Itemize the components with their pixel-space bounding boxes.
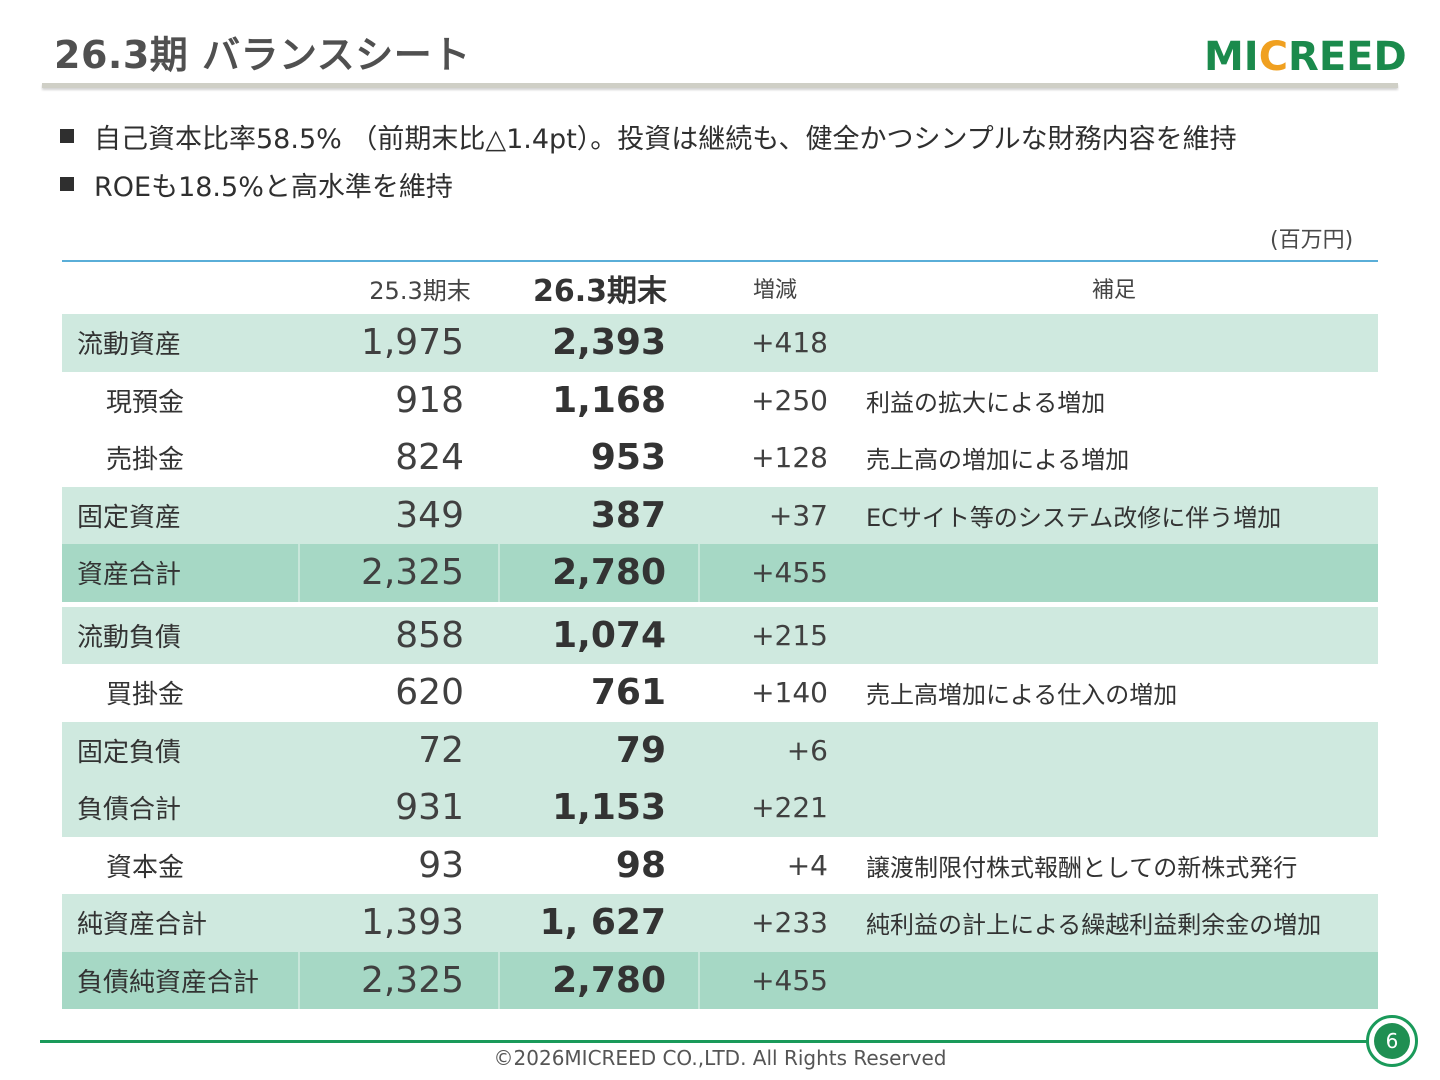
change-value: +455 xyxy=(700,544,850,607)
header-prev-period: 25.3期末 xyxy=(369,276,471,305)
page-number-badge: 6 xyxy=(1366,1015,1418,1067)
footer-divider xyxy=(40,1040,1376,1043)
row-label: 固定負債 xyxy=(62,721,300,779)
change-value: +455 xyxy=(700,951,850,1009)
copyright-text: ©2026MICREED CO.,LTD. All Rights Reserve… xyxy=(493,1046,947,1070)
logo-text-suffix: REED xyxy=(1288,34,1407,80)
note-text xyxy=(850,721,1378,779)
current-value: 2,780 xyxy=(500,544,700,607)
prev-value: 931 xyxy=(300,779,500,837)
prev-value: 72 xyxy=(300,721,500,779)
note-text: 利益の拡大による増加 xyxy=(866,388,1106,417)
table-row: 流動資産 1,975 2,393 +418 xyxy=(62,314,1378,372)
note-text: 売上高の増加による増加 xyxy=(866,446,1130,475)
header-change: 増減 xyxy=(752,278,797,303)
company-logo: MICREED xyxy=(1204,34,1407,80)
change-value: +6 xyxy=(700,721,850,779)
row-label: 資本金 xyxy=(106,852,185,883)
prev-value: 1,975 xyxy=(300,314,500,372)
prev-value: 620 xyxy=(395,672,464,714)
current-value: 761 xyxy=(590,672,666,714)
table-row: 負債合計 931 1,153 +221 xyxy=(62,779,1378,837)
row-label: 買掛金 xyxy=(106,680,185,711)
table-row: 固定資産 349 387 +37 ECサイト等のシステム改修に伴う増加 xyxy=(62,486,1378,544)
prev-value: 2,325 xyxy=(300,951,500,1009)
prev-value: 93 xyxy=(418,844,464,886)
row-label: 現預金 xyxy=(106,387,185,418)
row-label: 負債合計 xyxy=(62,779,300,837)
current-value: 1,153 xyxy=(500,779,700,837)
prev-value: 1,393 xyxy=(300,894,500,952)
change-value: +37 xyxy=(700,486,850,544)
note-text: 譲渡制限付株式報酬としての新株式発行 xyxy=(866,853,1298,882)
table-row-total: 負債純資産合計 2,325 2,780 +455 xyxy=(62,951,1378,1009)
table-row: 売掛金 824 953 +128 売上高の増加による増加 xyxy=(62,429,1378,487)
table-row: 現預金 918 1,168 +250 利益の拡大による増加 xyxy=(62,372,1378,430)
logo-text-accent: C xyxy=(1258,34,1289,80)
page-number: 6 xyxy=(1374,1023,1410,1059)
note-text xyxy=(850,544,1378,607)
row-label: 負債純資産合計 xyxy=(62,951,300,1009)
table-top-rule xyxy=(62,260,1378,262)
current-value: 1, 627 xyxy=(500,894,700,952)
current-value: 953 xyxy=(590,437,666,479)
change-value: +215 xyxy=(700,606,850,664)
header-current-period: 26.3期末 xyxy=(532,274,668,309)
row-label: 流動負債 xyxy=(62,606,300,664)
row-label: 固定資産 xyxy=(62,486,300,544)
change-value: +128 xyxy=(751,441,828,475)
square-bullet-icon xyxy=(60,129,74,143)
current-value: 1,074 xyxy=(500,606,700,664)
row-label: 純資産合計 xyxy=(62,894,300,952)
note-text xyxy=(850,606,1378,664)
note-text xyxy=(850,314,1378,372)
prev-value: 858 xyxy=(300,606,500,664)
unit-label: (百万円) xyxy=(1270,228,1354,253)
table-row: 純資産合計 1,393 1, 627 +233 純利益の計上による繰越利益剰余金… xyxy=(62,894,1378,952)
current-value: 2,780 xyxy=(500,951,700,1009)
table-row: 買掛金 620 761 +140 売上高増加による仕入の増加 xyxy=(62,664,1378,722)
change-value: +4 xyxy=(786,848,828,882)
row-label: 売掛金 xyxy=(106,445,185,476)
prev-value: 918 xyxy=(395,379,464,421)
page-title: 26.3期 バランスシート xyxy=(54,33,471,77)
prev-value: 349 xyxy=(300,486,500,544)
row-label: 流動資産 xyxy=(62,314,300,372)
bullet-item: ROEも18.5%と高水準を維持 xyxy=(60,160,1237,208)
current-value: 387 xyxy=(500,486,700,544)
table-row: 資本金 93 98 +4 譲渡制限付株式報酬としての新株式発行 xyxy=(62,837,1378,895)
square-bullet-icon xyxy=(60,177,74,191)
header-empty-cell xyxy=(62,262,300,314)
table-row: 固定負債 72 79 +6 xyxy=(62,721,1378,779)
current-value: 98 xyxy=(615,844,666,886)
current-value: 1,168 xyxy=(552,379,666,421)
summary-bullets: 自己資本比率58.5% （前期末比△1.4pt）。投資は継続も、健全かつシンプル… xyxy=(60,112,1237,208)
bullet-text: ROEも18.5%と高水準を維持 xyxy=(94,171,453,203)
bullet-text: 自己資本比率58.5% （前期末比△1.4pt）。投資は継続も、健全かつシンプル… xyxy=(94,123,1237,155)
change-value: +250 xyxy=(751,383,828,417)
change-value: +140 xyxy=(751,676,828,710)
prev-value: 824 xyxy=(395,437,464,479)
note-text: 純利益の計上による繰越利益剰余金の増加 xyxy=(850,894,1378,952)
change-value: +221 xyxy=(700,779,850,837)
note-text xyxy=(850,951,1378,1009)
table-header-row: 25.3期末 26.3期末 増減 補足 xyxy=(62,262,1378,314)
change-value: +418 xyxy=(700,314,850,372)
current-value: 79 xyxy=(500,721,700,779)
current-value: 2,393 xyxy=(500,314,700,372)
note-text: 売上高増加による仕入の増加 xyxy=(866,681,1178,710)
logo-text-prefix: MI xyxy=(1204,34,1259,80)
note-text xyxy=(850,779,1378,837)
title-divider xyxy=(42,83,1398,88)
change-value: +233 xyxy=(700,894,850,952)
header-notes: 補足 xyxy=(1091,278,1136,303)
table-row: 流動負債 858 1,074 +215 xyxy=(62,606,1378,664)
table-row-total: 資産合計 2,325 2,780 +455 xyxy=(62,544,1378,607)
row-label: 資産合計 xyxy=(62,544,300,607)
bullet-item: 自己資本比率58.5% （前期末比△1.4pt）。投資は継続も、健全かつシンプル… xyxy=(60,112,1237,160)
balance-sheet-table: 25.3期末 26.3期末 増減 補足 流動資産 1,975 2,393 +41… xyxy=(62,260,1378,1009)
prev-value: 2,325 xyxy=(300,544,500,607)
note-text: ECサイト等のシステム改修に伴う増加 xyxy=(850,486,1378,544)
